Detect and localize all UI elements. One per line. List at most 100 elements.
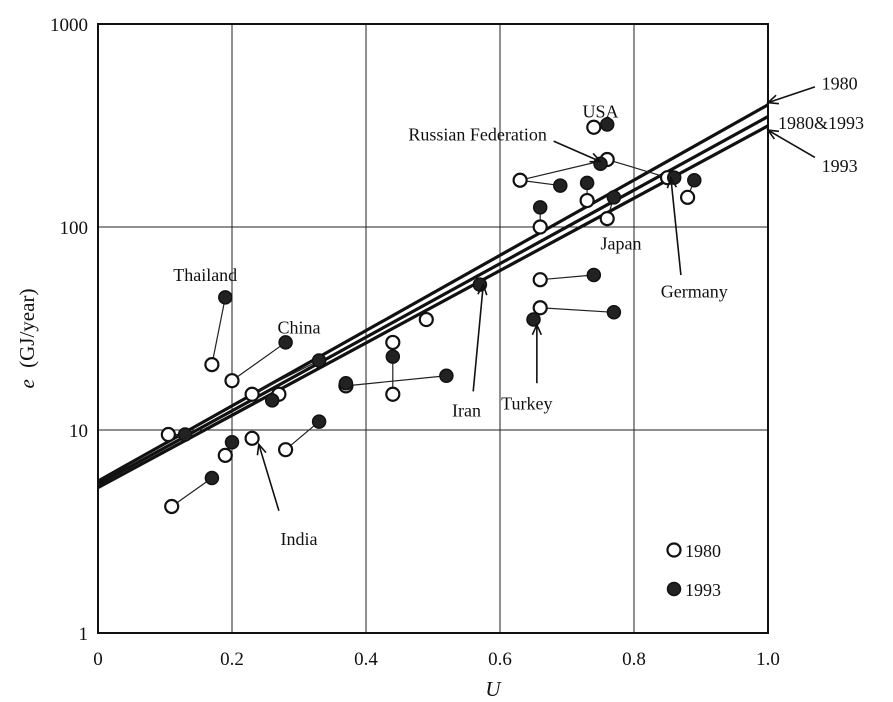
annotation: Thailand [173, 265, 237, 285]
fit-lines [97, 103, 769, 490]
legend-label: 1980 [685, 541, 721, 561]
annotation: Iran [452, 282, 488, 420]
connector-line [211, 297, 226, 365]
annotation-arrowhead [766, 94, 780, 105]
annotation: 1993 [766, 129, 858, 176]
point-1993 [579, 175, 595, 191]
x-tick-label: 0.6 [488, 649, 512, 670]
point-1980 [532, 300, 548, 316]
annotation-arrowhead [766, 129, 780, 140]
point-1980 [532, 272, 548, 288]
point-1993 [311, 414, 327, 429]
annotation-arrowhead [477, 282, 488, 296]
fit-line [97, 115, 769, 486]
point-1980 [385, 386, 401, 402]
point-1993 [532, 200, 548, 215]
annotation-label: Russian Federation [408, 125, 546, 145]
point-1993 [606, 305, 622, 320]
point-1993 [218, 290, 233, 305]
x-tick-label: 0.8 [622, 649, 646, 670]
point-1980 [244, 430, 260, 446]
annotation-arrowhead [256, 442, 267, 456]
annotation-arrow [767, 86, 816, 104]
connector-line [345, 375, 447, 387]
point-1993 [264, 393, 280, 408]
connector-line [231, 341, 286, 382]
point-1980 [160, 426, 176, 443]
point-1993 [599, 117, 615, 132]
point-1980 [579, 192, 595, 209]
connector-line [519, 158, 608, 181]
point-1993 [278, 335, 293, 350]
y-axis-unit: (GJ/year) [15, 289, 39, 368]
point-1980 [512, 172, 528, 188]
point-1993 [224, 435, 240, 450]
point-1993 [586, 267, 602, 283]
annotation: Turkey [501, 322, 552, 414]
point-1980 [278, 442, 294, 458]
annotation-arrow [553, 140, 601, 163]
annotation: Russian Federation [408, 125, 603, 163]
point-1980 [204, 356, 220, 373]
connector-line [171, 477, 213, 507]
fit-line [97, 103, 769, 483]
y-tick-label: 1000 [50, 15, 88, 36]
point-1993 [687, 172, 702, 188]
point-1993 [204, 470, 220, 486]
y-axis-label: e (GJ/year) [15, 289, 39, 389]
x-tick-label: 0 [93, 649, 103, 670]
point-1980 [599, 210, 615, 227]
annotation-label: Turkey [501, 394, 552, 414]
annotation-label: Iran [452, 400, 481, 420]
point-1993 [526, 312, 541, 327]
y-tick-label: 10 [69, 421, 88, 442]
connector-line [607, 158, 668, 179]
annotation: India [256, 442, 318, 549]
point-1980 [532, 219, 548, 235]
point-1980 [164, 498, 180, 515]
annotation-label: 1993 [822, 156, 858, 176]
annotation-label: Germany [661, 282, 728, 302]
point-1980 [217, 447, 233, 463]
annotation: Germany [661, 175, 728, 302]
y-tick-label: 1 [79, 624, 89, 645]
annotation: 1980 [766, 73, 858, 105]
y-axis-symbol: e [15, 379, 39, 388]
point-1993 [177, 427, 193, 442]
x-axis-label: U [485, 677, 502, 701]
annotation-arrow [258, 444, 280, 512]
annotation-arrowhead [531, 322, 543, 336]
annotation: Japan [601, 233, 642, 253]
annotation-label: China [278, 317, 321, 337]
annotation-label: Japan [601, 233, 642, 253]
annotation-arrowhead [589, 152, 603, 163]
annotation-label: 1980&1993 [778, 113, 864, 133]
legend-marker-filled [666, 581, 682, 597]
point-1993 [439, 368, 454, 384]
point-1980 [244, 386, 260, 402]
point-1993 [553, 178, 568, 193]
annotation-arrowhead [666, 175, 678, 189]
annotation-label: India [281, 529, 318, 549]
annotation-label: Thailand [173, 265, 237, 285]
y-tick-label: 100 [60, 218, 89, 239]
point-1980 [385, 334, 401, 351]
connector-line [251, 359, 320, 395]
annotations: Thailand China India Iran Turkey USA Russian F… [173, 73, 864, 549]
point-1980 [586, 119, 602, 135]
svg-text:e (GJ/year): e (GJ/year) [15, 289, 39, 389]
legend-label: 1993 [685, 580, 721, 600]
annotation-arrow [670, 177, 682, 276]
annotation-arrow [767, 129, 816, 159]
point-1980 [224, 373, 240, 389]
legend-marker-open [666, 542, 682, 558]
connector-line [540, 307, 614, 313]
point-1993 [385, 349, 401, 364]
point-1993 [338, 375, 354, 391]
annotation-label: USA [582, 102, 618, 122]
x-tick-label: 0.2 [220, 649, 244, 670]
point-1993 [311, 353, 327, 368]
annotation: China [278, 317, 321, 337]
annotation-label: 1980 [822, 73, 858, 93]
